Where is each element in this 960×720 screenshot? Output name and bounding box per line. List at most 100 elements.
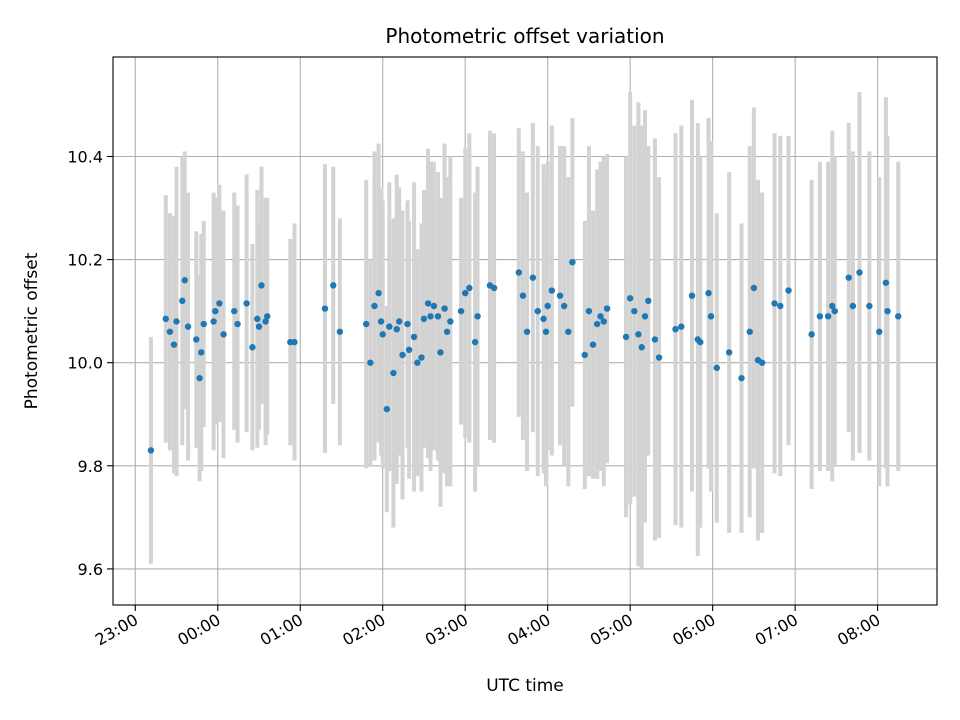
data-point [808, 331, 815, 338]
data-point [198, 349, 205, 356]
data-point [330, 282, 337, 289]
data-point [597, 313, 604, 320]
data-point [529, 274, 537, 281]
data-point [777, 302, 784, 310]
data-point [220, 331, 227, 338]
data-point [193, 336, 200, 343]
data-point [884, 307, 891, 315]
data-point [585, 307, 593, 315]
data-point [876, 328, 883, 335]
data-point [427, 313, 434, 320]
data-point [824, 313, 832, 320]
y-tick-label: 9.8 [78, 457, 103, 476]
x-tick-label: 01:00 [257, 610, 306, 650]
data-point [181, 277, 188, 284]
data-point [210, 318, 217, 325]
data-point [420, 315, 428, 323]
data-point [405, 346, 413, 354]
data-point [379, 331, 386, 338]
data-point [688, 292, 696, 299]
y-tick-label: 10.2 [67, 251, 103, 270]
data-point [829, 302, 836, 310]
data-point [231, 307, 238, 315]
data-point [321, 305, 329, 312]
data-point [437, 349, 444, 356]
x-tick-label: 06:00 [669, 610, 718, 650]
y-tick-label: 9.6 [78, 560, 103, 579]
data-point [399, 351, 406, 359]
data-point [831, 307, 838, 315]
data-point [548, 287, 556, 294]
data-point [377, 318, 385, 325]
data-point [474, 313, 481, 320]
y-tick-label: 10.4 [67, 147, 103, 166]
data-point [243, 300, 250, 307]
data-point [386, 323, 393, 330]
x-tick-label: 08:00 [834, 610, 883, 650]
data-point [540, 315, 547, 323]
data-point [457, 307, 465, 315]
data-point [414, 359, 421, 366]
y-tick-label: 10.0 [67, 354, 103, 373]
y-axis-label: Photometric offset [22, 252, 42, 409]
data-point [542, 328, 550, 335]
data-point [393, 325, 400, 333]
data-point [638, 344, 645, 351]
data-point [600, 318, 607, 325]
chart-title: Photometric offset variation [385, 24, 664, 48]
x-tick-label: 00:00 [174, 610, 223, 650]
data-point [173, 318, 180, 325]
data-point [556, 292, 564, 299]
data-point [725, 349, 733, 356]
data-point [603, 305, 611, 312]
data-point [713, 364, 720, 372]
data-point [856, 269, 863, 276]
data-point [249, 344, 256, 351]
data-point [434, 313, 442, 320]
data-point [641, 313, 649, 320]
data-point [785, 287, 792, 294]
data-point [264, 313, 271, 320]
data-point [750, 284, 758, 292]
data-point [697, 338, 704, 346]
data-point [234, 320, 241, 328]
data-point [262, 318, 269, 325]
data-point [471, 338, 479, 346]
x-tick-label: 05:00 [587, 610, 636, 650]
data-point [410, 333, 418, 341]
data-point [166, 328, 174, 335]
data-point [895, 313, 902, 320]
data-point [430, 302, 438, 310]
data-point [519, 292, 527, 299]
data-point [447, 318, 454, 325]
data-point [581, 351, 588, 359]
data-point [655, 354, 663, 361]
data-point [254, 315, 261, 323]
x-tick-label: 03:00 [422, 610, 471, 650]
data-point [212, 307, 219, 315]
data-point [441, 305, 448, 312]
data-point [593, 320, 601, 328]
data-point [184, 323, 192, 330]
data-point [866, 302, 873, 310]
data-point [569, 258, 576, 266]
data-point [291, 338, 298, 346]
data-point [255, 323, 263, 330]
data-point [845, 274, 852, 281]
data-point [678, 323, 685, 330]
data-point [746, 328, 753, 335]
data-point [258, 282, 265, 289]
data-point [170, 341, 178, 348]
data-point [404, 320, 411, 328]
data-point [849, 302, 857, 310]
data-point [515, 269, 523, 276]
data-point [882, 279, 890, 286]
data-point [707, 313, 715, 320]
data-point [626, 295, 634, 302]
data-point [758, 359, 766, 366]
data-point [196, 374, 203, 382]
data-point [645, 297, 652, 305]
plot-frame [112, 56, 938, 606]
data-point [672, 325, 679, 333]
data-point [523, 328, 531, 335]
